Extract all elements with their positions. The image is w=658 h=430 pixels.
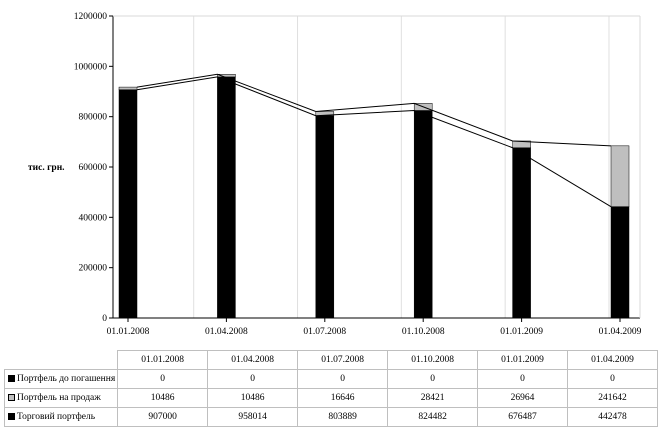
x-tick-label: 01.01.2009 <box>500 327 543 337</box>
table-cell: 907000 <box>117 407 209 427</box>
table-row-label: Портфель до погашення <box>3 369 119 389</box>
table-cell: 824482 <box>387 407 479 427</box>
y-tick-label: 800000 <box>79 113 108 123</box>
bar-segment <box>118 89 138 319</box>
data-table: 01.01.2008 01.04.2008 01.07.2008 01.10.2008… <box>3 350 658 427</box>
table-cell: 26964 <box>477 388 569 408</box>
table-cell: 0 <box>387 369 479 389</box>
x-tick-label: 01.07.2008 <box>303 327 346 337</box>
line-trading-portfolio <box>136 76 612 208</box>
bar-segment <box>217 74 236 78</box>
legend-label: Торговий портфель <box>17 412 96 422</box>
chart-lines <box>136 73 612 208</box>
x-tick-label: 01.04.2008 <box>205 327 248 337</box>
table-corner-cell <box>4 350 119 370</box>
legend-label: Портфель на продаж <box>17 393 101 403</box>
bar-segment <box>610 145 630 207</box>
table-cell: 0 <box>207 369 299 389</box>
y-tick-label: 400000 <box>79 213 108 223</box>
table-row: Торговий портфель 907000 958014 803889 82448… <box>3 407 658 427</box>
legend-key-swatch <box>8 413 15 421</box>
y-tick-label: 1000000 <box>74 62 108 72</box>
legend-label: Портфель до погашення <box>17 374 116 384</box>
x-tick-label: 01.01.2008 <box>107 327 150 337</box>
table-cell: 0 <box>567 369 658 389</box>
table-row: Портфель на продаж 10486 10486 16646 28421 26… <box>3 388 658 408</box>
bar-segment <box>118 86 138 90</box>
y-tick-label: 1200000 <box>74 12 108 22</box>
x-tick-label: 01.04.2009 <box>599 327 642 337</box>
chart-bars <box>118 74 630 319</box>
y-tick-label: 600000 <box>79 163 108 173</box>
table-header-cell: 01.04.2008 <box>207 350 299 370</box>
table-header-cell: 01.07.2008 <box>297 350 389 370</box>
table-header-cell: 01.04.2009 <box>567 350 658 370</box>
line-total-portfolio <box>136 73 612 147</box>
table-cell: 16646 <box>297 388 389 408</box>
bar-segment <box>315 115 335 319</box>
table-header-cell: 01.01.2009 <box>477 350 569 370</box>
table-row: Портфель до погашення 0 0 0 0 0 0 <box>3 369 658 389</box>
bar-segment <box>413 110 433 319</box>
chart-axes <box>109 15 641 322</box>
portfolio-chart: 0 200000 400000 600000 800000 1000000 1200000 0… <box>28 12 642 337</box>
legend-key-swatch <box>8 394 15 402</box>
bar-segment <box>512 147 531 319</box>
table-row-label: Торговий портфель <box>3 407 119 427</box>
chart-gridlines <box>193 16 610 318</box>
table-cell: 10486 <box>207 388 299 408</box>
table-cell: 676487 <box>477 407 569 427</box>
chart-labels: 0 200000 400000 600000 800000 1000000 1200000 0… <box>74 12 642 337</box>
table-cell: 28421 <box>387 388 479 408</box>
y-tick-label: 200000 <box>79 264 108 274</box>
table-row-label: Портфель на продаж <box>3 388 119 408</box>
table-cell: 0 <box>477 369 569 389</box>
table-cell: 0 <box>297 369 389 389</box>
table-cell: 10486 <box>117 388 209 408</box>
legend-key-swatch <box>8 375 15 383</box>
bar-segment <box>217 76 236 319</box>
y-axis-label: тис. грн. <box>28 163 65 173</box>
table-header-cell: 01.10.2008 <box>387 350 479 370</box>
table-cell: 958014 <box>207 407 299 427</box>
table-header-cell: 01.01.2008 <box>117 350 209 370</box>
table-cell: 241642 <box>567 388 658 408</box>
table-cell: 442478 <box>567 407 658 427</box>
table-cell: 803889 <box>297 407 389 427</box>
x-tick-label: 01.10.2008 <box>402 327 445 337</box>
bar-segment <box>610 206 630 319</box>
table-cell: 0 <box>117 369 209 389</box>
y-tick-label: 0 <box>102 314 107 324</box>
table-header-row: 01.01.2008 01.04.2008 01.07.2008 01.10.2008… <box>4 350 658 370</box>
